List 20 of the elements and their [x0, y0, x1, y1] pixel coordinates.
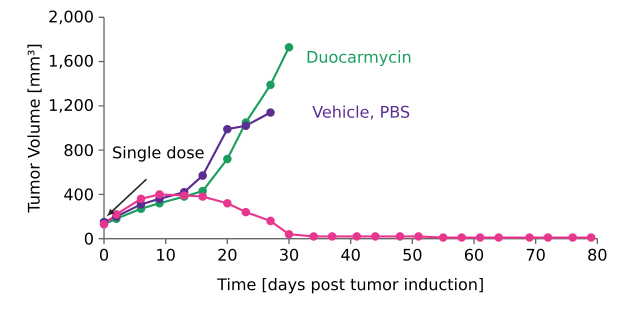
y-tick-label: 1,200: [50, 98, 93, 113]
x-axis-title: Time [days post tumor induction]: [217, 278, 483, 294]
x-tick-label: 0: [100, 248, 108, 261]
x-tick-label: 50: [403, 248, 422, 261]
y-tick-label: 400: [64, 188, 93, 200]
x-tick-label: 40: [341, 248, 360, 261]
y-tick-label: 1,600: [50, 54, 93, 68]
text: Vehicle, PBS: [312, 106, 410, 120]
annotation: Single dose: [113, 146, 204, 162]
x-tick-label: 70: [526, 248, 545, 261]
y-tick-label: 800: [64, 144, 93, 156]
x-tick-label: 30: [280, 248, 298, 261]
x-tick-label: 60: [464, 248, 484, 261]
x-tick-label: 20: [218, 248, 236, 261]
x-tick-label: 80: [588, 248, 606, 261]
series-label: Duocarmycin: [308, 50, 410, 66]
y-tick-label: 0: [84, 232, 93, 245]
x-tick-label: 10: [157, 248, 175, 261]
y-axis-title: Tumor Volume [mm³]: [27, 44, 42, 213]
y-tick-label: 2,000: [49, 10, 93, 24]
